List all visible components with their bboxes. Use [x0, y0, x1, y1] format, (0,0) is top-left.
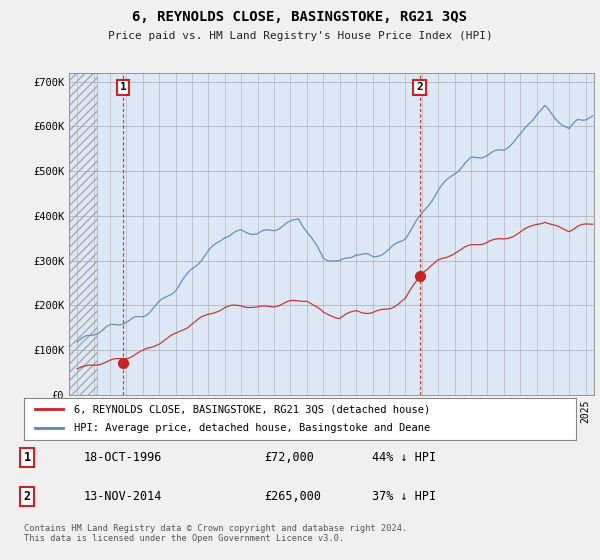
- Text: 6, REYNOLDS CLOSE, BASINGSTOKE, RG21 3QS: 6, REYNOLDS CLOSE, BASINGSTOKE, RG21 3QS: [133, 10, 467, 24]
- Text: £265,000: £265,000: [264, 490, 321, 503]
- Text: 2: 2: [23, 490, 31, 503]
- Text: 37% ↓ HPI: 37% ↓ HPI: [372, 490, 436, 503]
- Text: £72,000: £72,000: [264, 451, 314, 464]
- Text: 1: 1: [120, 82, 127, 92]
- Text: HPI: Average price, detached house, Basingstoke and Deane: HPI: Average price, detached house, Basi…: [74, 423, 430, 433]
- Text: 6, REYNOLDS CLOSE, BASINGSTOKE, RG21 3QS (detached house): 6, REYNOLDS CLOSE, BASINGSTOKE, RG21 3QS…: [74, 404, 430, 414]
- Text: 1: 1: [23, 451, 31, 464]
- Text: 2: 2: [416, 82, 423, 92]
- Text: Contains HM Land Registry data © Crown copyright and database right 2024.
This d: Contains HM Land Registry data © Crown c…: [24, 524, 407, 543]
- Text: 18-OCT-1996: 18-OCT-1996: [84, 451, 163, 464]
- Text: 44% ↓ HPI: 44% ↓ HPI: [372, 451, 436, 464]
- Bar: [69, 73, 97, 395]
- Text: 13-NOV-2014: 13-NOV-2014: [84, 490, 163, 503]
- Text: Price paid vs. HM Land Registry's House Price Index (HPI): Price paid vs. HM Land Registry's House …: [107, 31, 493, 41]
- Bar: [69, 73, 97, 395]
